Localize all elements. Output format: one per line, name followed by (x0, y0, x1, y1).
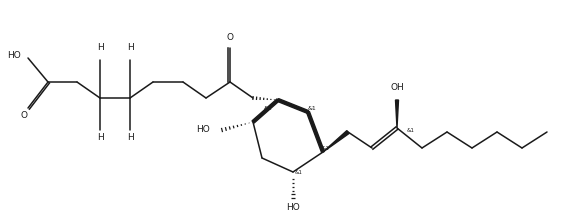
Text: H: H (96, 134, 103, 142)
Text: HO: HO (196, 126, 210, 134)
Polygon shape (252, 99, 279, 123)
Polygon shape (277, 99, 309, 113)
Text: &1: &1 (308, 106, 316, 110)
Text: HO: HO (7, 52, 21, 60)
Text: O: O (227, 33, 234, 42)
Polygon shape (307, 112, 324, 152)
Polygon shape (395, 100, 398, 128)
Text: &1: &1 (322, 145, 330, 151)
Text: &1: &1 (407, 127, 415, 132)
Text: H: H (127, 43, 133, 53)
Text: HO: HO (286, 204, 300, 212)
Text: &1: &1 (295, 170, 303, 174)
Text: O: O (21, 112, 28, 120)
Text: OH: OH (390, 84, 404, 92)
Text: H: H (96, 43, 103, 53)
Text: &1: &1 (263, 106, 273, 110)
Polygon shape (323, 131, 349, 152)
Text: H: H (127, 134, 133, 142)
